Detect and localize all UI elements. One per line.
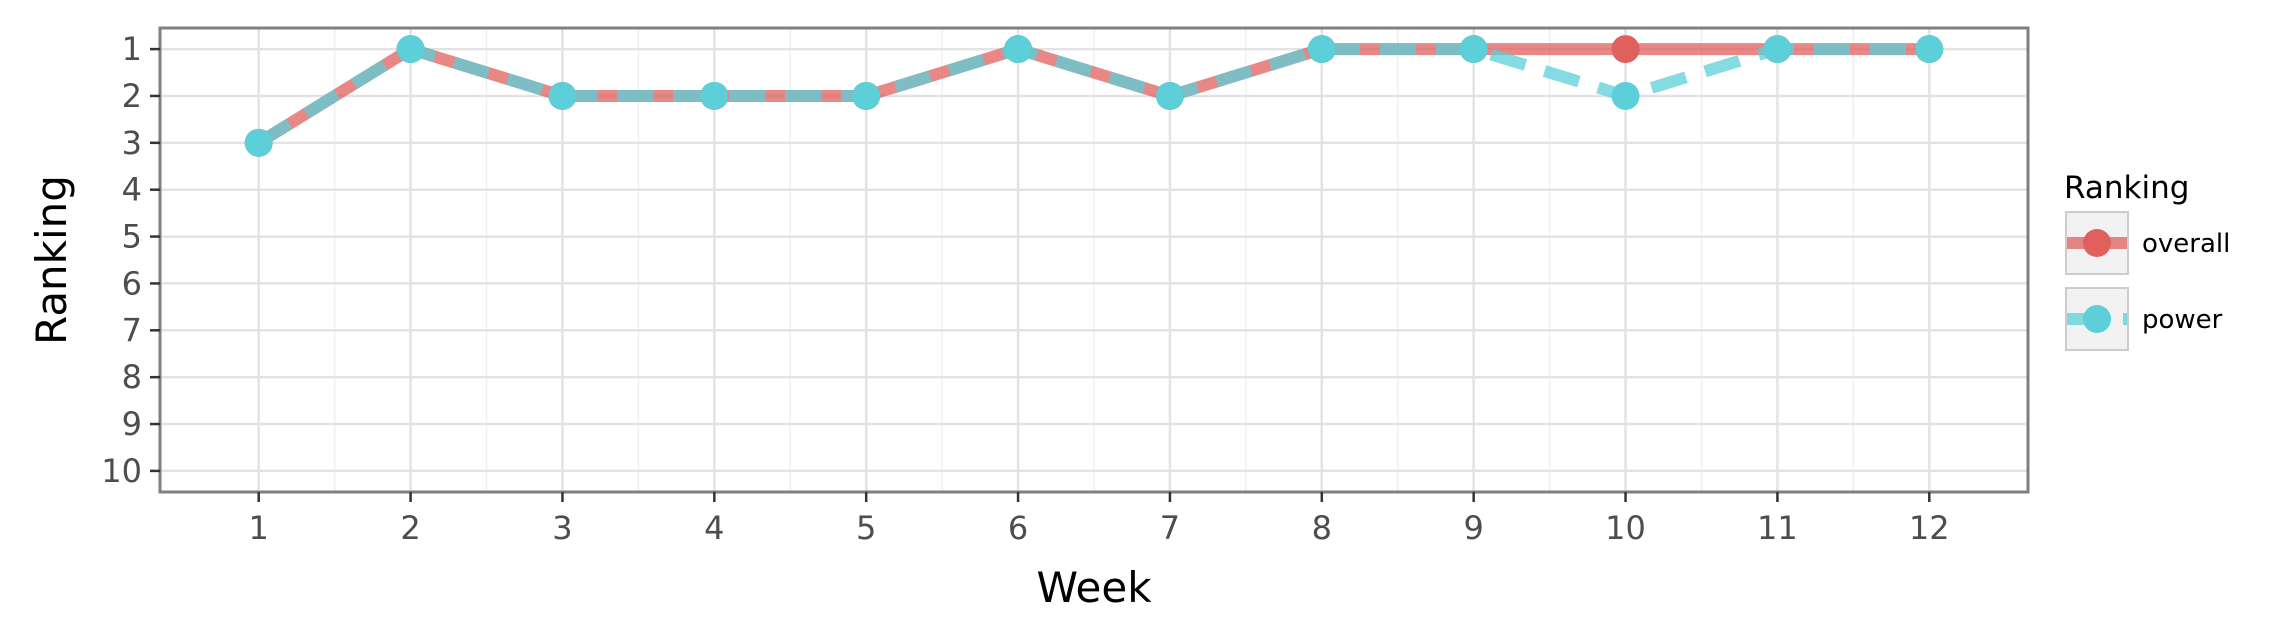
y-tick-label: 8: [122, 358, 142, 396]
x-axis-title: Week: [1036, 563, 1152, 612]
y-tick-label: 4: [122, 171, 142, 209]
series-group: [244, 35, 1944, 157]
legend-key-point: [2083, 305, 2111, 333]
legend-key-point: [2083, 229, 2111, 257]
x-tick-label: 10: [1605, 509, 1646, 547]
data-point-power: [1307, 35, 1336, 64]
x-tick-label: 4: [704, 509, 724, 547]
x-tick-label: 3: [552, 509, 572, 547]
data-point-power: [1763, 35, 1792, 64]
x-tick-label: 7: [1160, 509, 1180, 547]
x-tick-label: 2: [400, 509, 420, 547]
y-tick-label: 9: [122, 405, 142, 443]
y-tick-label: 1: [122, 30, 142, 68]
y-tick-label: 6: [122, 264, 142, 302]
data-point-power: [396, 35, 425, 64]
grid: [160, 28, 2028, 492]
legend-item-overall: overall: [2065, 211, 2230, 275]
data-point-power: [700, 81, 729, 110]
x-tick-label: 6: [1008, 509, 1028, 547]
data-point-power: [1459, 35, 1488, 64]
x-tick-label: 12: [1909, 509, 1950, 547]
x-tick-label: 8: [1312, 509, 1332, 547]
x-tick-label: 1: [249, 509, 269, 547]
y-axis-title: Ranking: [27, 175, 76, 345]
y-tick-label: 5: [122, 218, 142, 256]
data-point-overall: [1611, 35, 1640, 64]
panel-border: [158, 26, 2030, 494]
data-point-power: [1155, 81, 1184, 110]
data-point-power: [244, 128, 273, 157]
x-tick-label: 9: [1463, 509, 1483, 547]
legend-label: power: [2142, 305, 2223, 335]
legend-title: Ranking: [2064, 170, 2189, 206]
legend-label: overall: [2142, 229, 2230, 259]
y-tick-label: 10: [101, 452, 142, 490]
x-tick-label: 11: [1757, 509, 1798, 547]
data-point-power: [1915, 35, 1944, 64]
x-tick-label: 5: [856, 509, 876, 547]
data-point-power: [548, 81, 577, 110]
data-point-power: [852, 81, 881, 110]
y-tick-label: 7: [122, 311, 142, 349]
series-line-power: [255, 43, 1930, 148]
data-point-power: [1004, 35, 1033, 64]
y-tick-label: 3: [122, 124, 142, 162]
data-point-power: [1611, 81, 1640, 110]
legend-item-power: power: [2065, 287, 2223, 351]
y-tick-label: 2: [122, 77, 142, 115]
legend: Ranking overall power: [2064, 170, 2230, 351]
